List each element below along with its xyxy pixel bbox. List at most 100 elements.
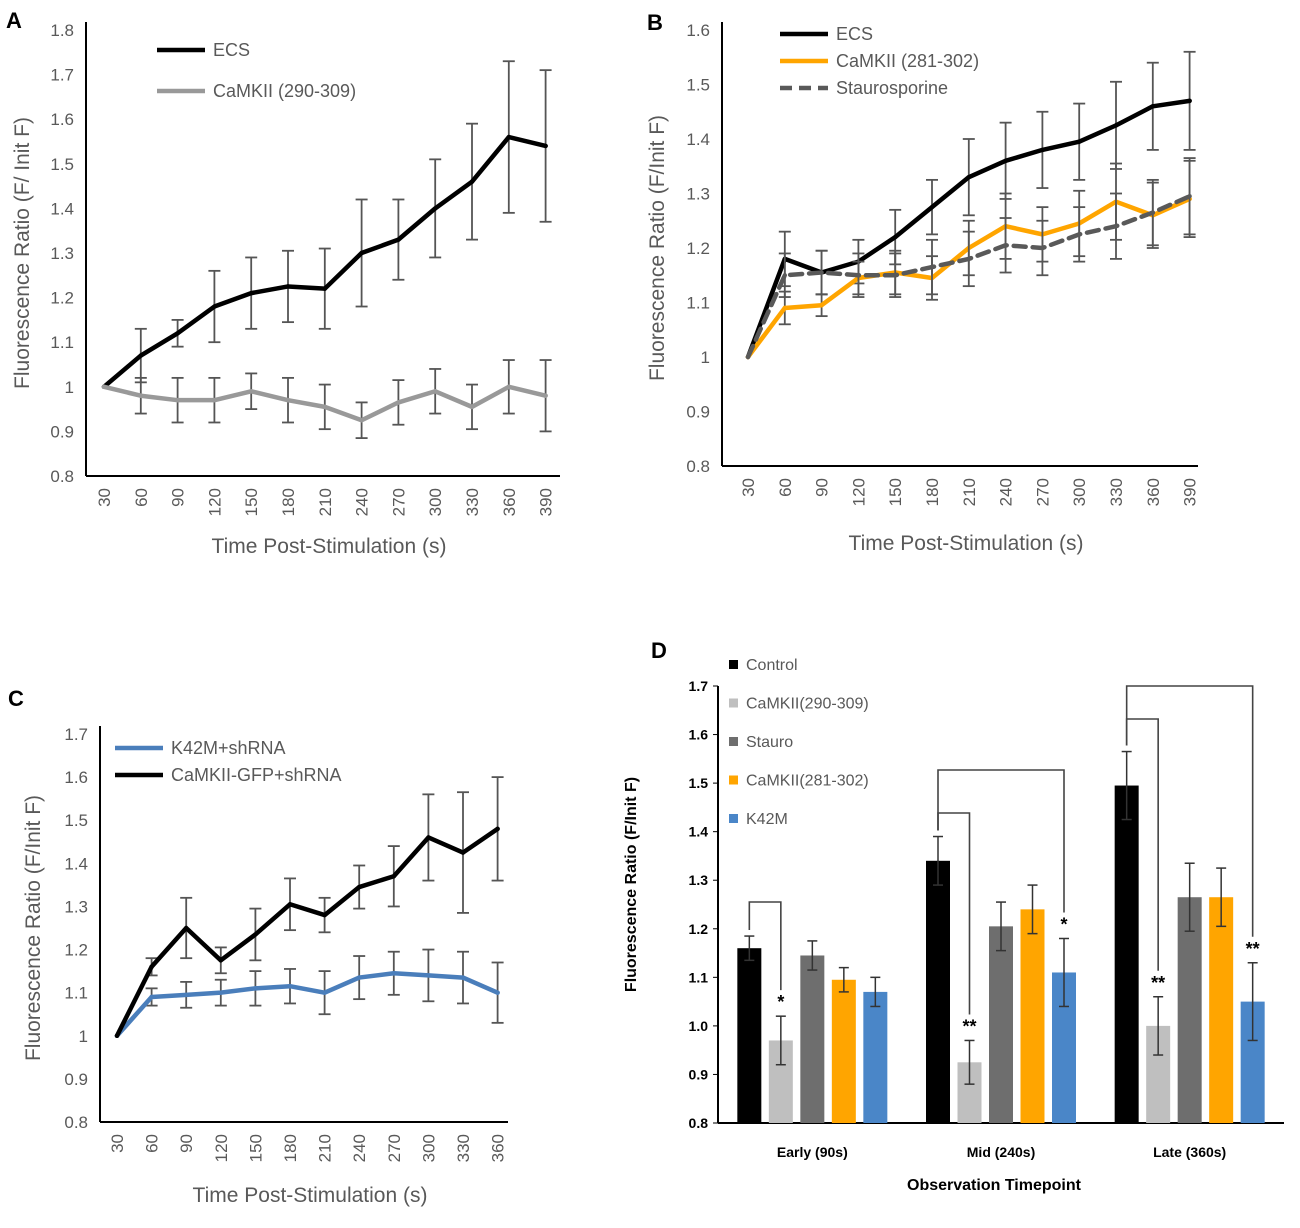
data-point bbox=[782, 305, 787, 311]
x-tick-label: 270 bbox=[385, 1134, 404, 1162]
x-tick-label: 330 bbox=[1107, 478, 1126, 506]
chart-panel-b: 0.8 0.9 1 1.1 1.2 1.3 1.4 1.5 1.6 30 60 90 120 150 180… bbox=[646, 21, 1200, 555]
data-point bbox=[114, 1033, 120, 1038]
data-point bbox=[359, 250, 364, 256]
data-point bbox=[149, 994, 154, 1000]
y-axis-title: Fluorescence Ratio (F/Init F) bbox=[22, 795, 45, 1061]
legend-swatch bbox=[729, 660, 738, 669]
data-point bbox=[1150, 210, 1156, 215]
x-category-label: Mid (240s) bbox=[967, 1144, 1035, 1160]
y-tick-label: 1.8 bbox=[50, 21, 74, 40]
data-point bbox=[357, 975, 362, 980]
data-point bbox=[218, 958, 223, 963]
x-tick-label: 390 bbox=[1181, 478, 1200, 506]
data-point bbox=[433, 389, 438, 394]
y-axis-title: Fluorescence Ratio (F/ Init F) bbox=[11, 117, 34, 389]
data-point bbox=[966, 174, 971, 180]
data-point bbox=[1077, 232, 1082, 237]
bar bbox=[831, 979, 856, 1123]
y-tick-label: 1.6 bbox=[64, 768, 88, 787]
data-point bbox=[1187, 98, 1192, 104]
bar bbox=[737, 948, 762, 1123]
y-tick-label: 1.7 bbox=[50, 66, 74, 85]
panel-letter-d: D bbox=[651, 638, 667, 663]
y-tick-label: 1.3 bbox=[64, 897, 88, 916]
data-point bbox=[1003, 243, 1008, 248]
y-tick-label: 1.5 bbox=[689, 775, 709, 791]
data-point bbox=[1150, 104, 1156, 109]
legend-label: K42M+shRNA bbox=[171, 738, 286, 758]
x-tick-label: 60 bbox=[143, 1134, 162, 1153]
legend-swatch bbox=[729, 814, 738, 823]
data-point bbox=[819, 270, 824, 275]
legend-swatch bbox=[729, 737, 738, 746]
data-point bbox=[322, 912, 327, 918]
bar bbox=[1209, 897, 1234, 1123]
y-tick-label: 1.0 bbox=[689, 1018, 709, 1034]
x-tick-label: 180 bbox=[923, 478, 942, 506]
data-point bbox=[819, 303, 824, 308]
data-point bbox=[287, 984, 293, 989]
y-tick-label: 1.1 bbox=[686, 294, 710, 313]
y-tick-label: 1.6 bbox=[686, 21, 710, 40]
y-tick-label: 1.1 bbox=[64, 984, 88, 1003]
x-axis-title: Time Post-Stimulation (s) bbox=[212, 535, 447, 558]
data-point bbox=[322, 404, 327, 410]
data-point bbox=[1077, 139, 1082, 144]
series-1 bbox=[114, 776, 504, 1039]
data-point bbox=[149, 964, 154, 969]
data-point bbox=[175, 331, 180, 336]
data-point bbox=[782, 273, 787, 278]
x-axis-title: Time Post-Stimulation (s) bbox=[193, 1184, 428, 1207]
data-point bbox=[506, 384, 511, 389]
legend-swatch bbox=[729, 775, 738, 785]
x-tick-label: 360 bbox=[500, 488, 519, 516]
x-axis-title: Observation Timepoint bbox=[907, 1177, 1082, 1194]
x-tick-label: 30 bbox=[739, 478, 758, 497]
bar bbox=[863, 991, 888, 1123]
y-tick-label: 0.9 bbox=[686, 403, 710, 422]
y-tick-label: 1.2 bbox=[64, 941, 88, 960]
bar bbox=[1114, 785, 1139, 1123]
significance-marker: * bbox=[777, 992, 784, 1012]
data-point bbox=[357, 884, 362, 890]
series-1 bbox=[101, 359, 552, 439]
data-point bbox=[929, 264, 935, 270]
y-tick-label: 1.4 bbox=[50, 199, 74, 218]
y-tick-label: 1.3 bbox=[686, 185, 710, 204]
data-point bbox=[184, 925, 189, 931]
legend-label: CaMKII-GFP+shRNA bbox=[171, 765, 342, 785]
x-tick-label: 90 bbox=[813, 478, 832, 497]
chart-panel-c: 0.8 0.9 1 1.1 1.2 1.3 1.4 1.5 1.6 1.7 30 60 90 120 150… bbox=[22, 725, 508, 1207]
y-tick-label: 1.5 bbox=[686, 76, 710, 95]
significance-marker: ** bbox=[962, 1016, 976, 1036]
x-tick-label: 360 bbox=[1144, 478, 1163, 506]
x-tick-label: 300 bbox=[426, 488, 445, 516]
x-tick-label: 210 bbox=[316, 1134, 335, 1162]
x-tick-label: 270 bbox=[389, 488, 408, 516]
y-tick-label: 1.5 bbox=[64, 811, 88, 830]
x-axis-title: Time Post-Stimulation (s) bbox=[849, 532, 1084, 555]
x-tick-label: 210 bbox=[960, 478, 979, 506]
data-point bbox=[287, 902, 293, 907]
comparison-bracket bbox=[1125, 685, 1254, 937]
data-point bbox=[1040, 147, 1045, 153]
data-point bbox=[322, 990, 327, 995]
data-point bbox=[1040, 245, 1045, 251]
data-point bbox=[433, 206, 438, 211]
data-point bbox=[893, 234, 898, 240]
data-point bbox=[1003, 158, 1008, 163]
x-tick-label: 150 bbox=[242, 488, 261, 516]
y-tick-label: 1.4 bbox=[64, 854, 88, 873]
data-point bbox=[543, 143, 548, 149]
x-tick-label: 30 bbox=[108, 1134, 127, 1153]
data-point bbox=[426, 973, 431, 978]
chart-panel-d: 0.8 0.9 1.0 1.1 1.2 1.3 1.4 1.5 1.6 1.7 Early (90s… bbox=[623, 657, 1284, 1194]
data-point bbox=[396, 400, 401, 405]
x-tick-label: 120 bbox=[212, 1134, 231, 1162]
data-point bbox=[249, 389, 254, 394]
legend-label: Control bbox=[746, 657, 798, 674]
x-tick-label: 330 bbox=[463, 488, 482, 516]
legend-label: ECS bbox=[213, 40, 250, 60]
